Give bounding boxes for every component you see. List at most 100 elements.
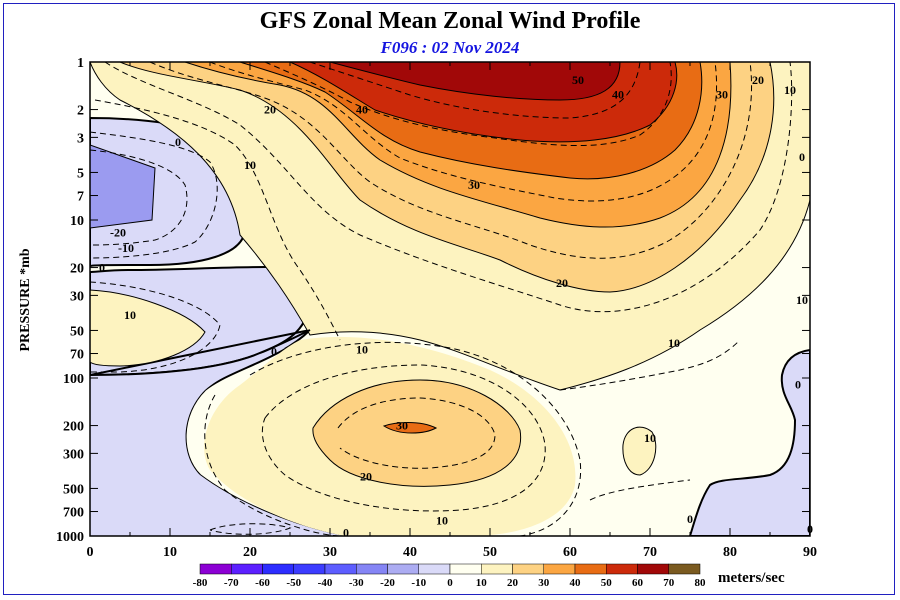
contour-label: 30 (396, 419, 408, 433)
colorbar-label: 80 (695, 577, 707, 589)
y-tick-label: 1000 (56, 530, 84, 545)
contour-label: 0 (687, 512, 693, 526)
y-tick-label: 7 (77, 190, 84, 205)
colorbar-swatch (356, 563, 388, 575)
colorbar-swatch (543, 563, 576, 575)
colorbar-swatch (418, 563, 451, 575)
contour-label: 0 (175, 135, 181, 149)
colorbar-swatch (324, 563, 357, 575)
dashed-contour-lower-0 (204, 394, 341, 536)
x-axis: 0 10 20 30 40 50 60 70 80 90 (87, 62, 817, 560)
y-tick-label: 500 (63, 482, 84, 497)
colorbar-label: -10 (411, 577, 426, 589)
colorbar-swatch (637, 563, 669, 575)
x-tick-label: 70 (643, 545, 657, 560)
colorbar-label: -30 (349, 577, 364, 589)
fill-region-pos-left-lower (90, 289, 206, 367)
y-tick-label: 10 (70, 214, 84, 229)
contour-label: 10 (124, 308, 136, 322)
colorbar-label: 30 (538, 577, 550, 589)
dashed-contour-right-5 (559, 339, 741, 391)
colorbar-swatch (512, 563, 544, 575)
y-tick-label: 2 (77, 104, 84, 119)
colorbar-swatch (262, 563, 294, 575)
contour-label: 0 (343, 525, 349, 539)
x-tick-label: 10 (163, 545, 177, 560)
y-tick-label: 100 (63, 372, 84, 387)
contour-label: 0 (807, 522, 813, 536)
colorbar-label: 0 (447, 577, 453, 589)
colorbar-label: 50 (601, 577, 613, 589)
contour-label: 20 (556, 276, 568, 290)
contour-label: 0 (795, 378, 801, 392)
contour-label: 50 (572, 73, 584, 87)
colorbar-label: -20 (380, 577, 395, 589)
colorbar-swatch (606, 563, 638, 575)
fill-region-neg20-left (90, 144, 156, 229)
contour-label: 40 (356, 103, 368, 117)
colorbar-units-label: meters/sec (718, 570, 785, 586)
chart-title: GFS Zonal Mean Zonal Wind Profile (259, 8, 641, 34)
dashed-contour-upper-35 (209, 62, 718, 202)
y-tick-label: 20 (70, 262, 84, 277)
x-tick-label: 20 (243, 545, 257, 560)
y-tick-label: 30 (70, 289, 84, 304)
x-tick-label: 30 (323, 545, 337, 560)
contour-label: 20 (752, 73, 764, 87)
dashed-contour-right-lower-5 (589, 479, 691, 501)
contour-label: 0 (271, 345, 277, 359)
x-tick-label: 40 (403, 545, 417, 560)
dashed-contour-neg-15 (90, 149, 188, 246)
colorbar-label: 60 (632, 577, 644, 589)
colorbar-label: -40 (318, 577, 333, 589)
y-tick-label: 50 (70, 324, 84, 339)
y-tick-label: 300 (63, 447, 84, 462)
fill-region-30-40-lower-jet (382, 422, 438, 434)
fill-region-neg-lower-right (688, 348, 810, 536)
y-tick-label: 5 (77, 166, 84, 181)
contour-label: -20 (110, 226, 126, 240)
colorbar-swatch (668, 563, 701, 575)
contour-label: 10 (668, 336, 680, 350)
contour-label: 10 (356, 342, 368, 356)
colorbar: -80 -70 -60 -50 -40 -30 -20 -10 0 10 20 30 40 50 60 70 8… (193, 563, 707, 589)
colorbar-label: -50 (286, 577, 301, 589)
contour-label: 20 (360, 469, 372, 483)
dashed-contours (90, 62, 793, 536)
colorbar-label: 40 (570, 577, 582, 589)
x-tick-label: 90 (803, 545, 817, 560)
fill-region-neg-lower-left-main (90, 348, 345, 536)
fill-region-10-20-right (622, 426, 657, 476)
colorbar-swatch (293, 563, 326, 575)
colorbar-swatch (574, 563, 607, 575)
dashed-contour-neg-5 (90, 131, 218, 259)
contour-label: 10 (436, 514, 448, 528)
colorbar-label: 10 (476, 577, 488, 589)
y-tick-label: 1 (77, 56, 84, 71)
contour-label: 10 (244, 158, 256, 172)
dashed-contour-pos-5-left (90, 281, 221, 373)
contour-labels: 40 50 30 20 10 20 40 0 10 30 0 -20-10 0 20 10 10 10 0 10 0 3… (99, 73, 813, 539)
dashed-contour-upper-25 (149, 62, 752, 259)
dashed-contour-upper-5-left (94, 99, 341, 341)
x-tick-label: 60 (563, 545, 577, 560)
colorbar-swatch (387, 563, 419, 575)
x-tick-label: 50 (483, 545, 497, 560)
colorbar-swatch (449, 563, 482, 575)
colorbar-label: -70 (224, 577, 239, 589)
contour-label: 10 (796, 293, 808, 307)
contour-label: -10 (118, 241, 134, 255)
contour-label: 40 (612, 87, 624, 101)
colorbar-label: -60 (255, 577, 270, 589)
figure-frame (3, 3, 895, 595)
y-tick-label: 70 (70, 348, 84, 363)
contour-label: 0 (799, 150, 805, 164)
colorbar-swatch (199, 563, 232, 575)
fill-region-60-70-upper (329, 62, 621, 101)
y-tick-label: 3 (77, 131, 84, 146)
dashed-contour-small-bottom (209, 523, 292, 535)
dashed-contour-lower-25 (337, 397, 496, 469)
dashed-contour-upper-45 (264, 62, 672, 147)
y-tick-label: 700 (63, 506, 84, 521)
